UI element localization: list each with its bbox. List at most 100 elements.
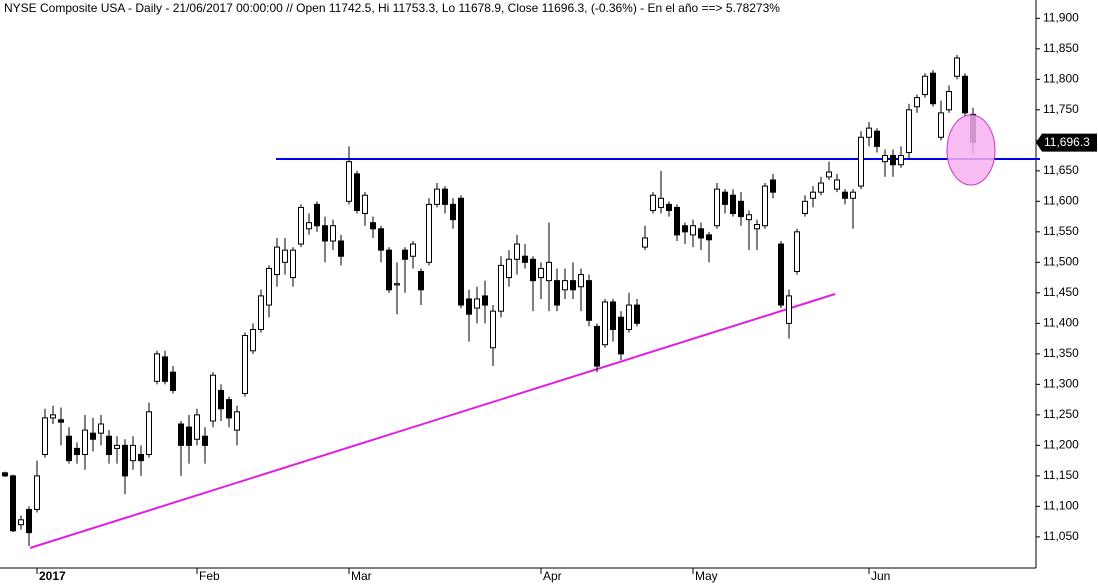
candle-body [186,426,192,446]
x-tick-label: 2017 [39,569,66,583]
candle-body [698,228,704,239]
candle-body [634,304,640,324]
y-tick-label: 11,050 [1043,529,1079,543]
candles [2,54,976,547]
candle-body [682,225,688,233]
candle-body [66,435,72,462]
candle-body [410,243,416,257]
candle-body [34,475,40,510]
candle-body [226,399,232,419]
candle-body [914,97,920,108]
candle-body [938,112,944,138]
candle-body [962,75,968,114]
candle-body [826,171,832,178]
candle-body [274,246,280,276]
candle-body [946,91,952,111]
candle-body [322,225,328,242]
candle-body [930,72,936,105]
candle-body [722,191,728,205]
candle-body [538,267,544,279]
y-tick-label: 11,750 [1043,102,1079,116]
candle-body [106,435,112,456]
candle-body [2,472,8,477]
candle-body [218,389,224,410]
last-price-label: 11,696.3 [1044,135,1090,149]
candle-body [378,228,384,251]
candle-body [10,475,16,532]
y-tick-label: 11,850 [1043,41,1079,55]
candle-body [714,188,720,227]
candle-body [42,417,48,456]
candle-body [178,423,184,446]
candle-body [386,249,392,291]
candle-body [26,508,32,534]
candle-body [138,454,144,462]
support-trendline [29,293,836,549]
candle-body [146,411,152,456]
candle-body [890,155,896,166]
candle-body [210,374,216,422]
candle-body [290,249,296,279]
candle-body [234,411,240,431]
candle-body [706,234,712,241]
candle-body [530,258,536,282]
candle-body [842,191,848,199]
candle-body [546,261,552,282]
candle-body [762,185,768,227]
candle-body [338,240,344,257]
y-tick-label: 11,350 [1043,346,1079,360]
y-tick-label: 11,900 [1043,10,1079,24]
candle-body [858,136,864,187]
candle-body [674,206,680,236]
y-tick-label: 11,550 [1043,224,1079,238]
candle-body [906,109,912,154]
candle-body [818,182,824,193]
candle-body [418,270,424,291]
candle-body [306,222,312,230]
candle-body [402,249,408,260]
candle-body [74,447,80,456]
candle-body [114,444,120,449]
candle-body [690,225,696,236]
candle-body [874,130,880,147]
candle-body [426,203,432,263]
y-tick-label: 11,800 [1043,71,1079,85]
candle-body [554,280,560,306]
candle-body [754,224,760,230]
candle-body [898,155,904,166]
candle-body [770,179,776,193]
candle-body [602,301,608,346]
candle-body [298,206,304,245]
candle-body [514,243,520,260]
candle-body [130,444,136,462]
candle-body [122,444,128,477]
candle-body [834,179,840,190]
candle-body [794,231,800,272]
last-price-marker [1036,133,1097,152]
candle-body [922,75,928,96]
candle-body [266,267,272,306]
y-tick-label: 11,200 [1043,438,1079,452]
candle-body [562,280,568,291]
candle-body [850,191,856,199]
candle-body [570,280,576,291]
x-tick-label: Apr [543,569,562,583]
candle-body [370,222,376,230]
y-tick-label: 11,100 [1043,499,1079,513]
chart-title: NYSE Composite USA - Daily - 21/06/2017 … [4,1,780,15]
y-tick-label: 11,300 [1043,377,1079,391]
candle-body [466,298,472,315]
candle-body [810,191,816,199]
candle-body [194,414,200,440]
candle-body [154,353,160,382]
highlight-ellipse [946,114,996,186]
y-tick-label: 11,150 [1043,468,1079,482]
candle-body [458,197,464,306]
candle-body [658,197,664,208]
candle-body [610,301,616,330]
candle-body [242,335,248,395]
candle-body [882,155,888,163]
candle-body [738,200,744,218]
candle-body [666,203,672,211]
candle-body [642,237,648,248]
